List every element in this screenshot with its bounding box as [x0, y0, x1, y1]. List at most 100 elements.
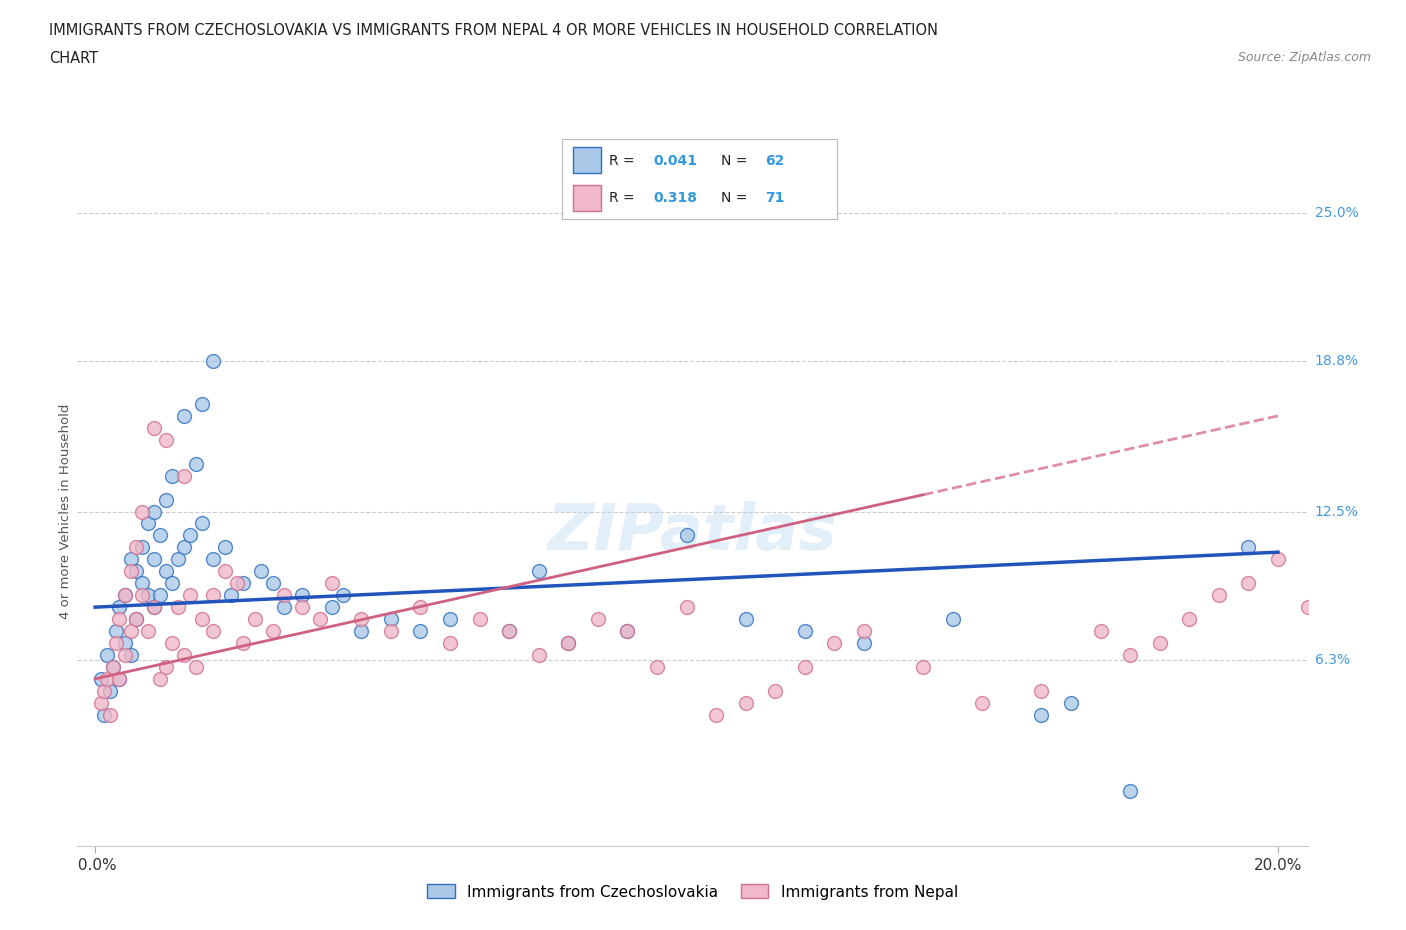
- Point: [1060, 696, 1083, 711]
- Point: [439, 635, 461, 650]
- Text: R =: R =: [609, 191, 638, 205]
- Point: [143, 600, 166, 615]
- Point: [616, 624, 638, 639]
- Point: [120, 624, 142, 639]
- Point: [104, 635, 127, 650]
- Point: [202, 353, 225, 368]
- Point: [120, 551, 142, 566]
- Point: [557, 635, 579, 650]
- Point: [1031, 708, 1053, 723]
- Point: [143, 420, 166, 435]
- Point: [160, 576, 183, 591]
- Point: [143, 551, 166, 566]
- Point: [1267, 551, 1289, 566]
- Point: [1119, 784, 1142, 799]
- Point: [155, 492, 177, 507]
- Point: [586, 612, 609, 627]
- Point: [190, 612, 212, 627]
- Point: [350, 624, 373, 639]
- Point: [190, 516, 212, 531]
- Bar: [574, 147, 600, 174]
- Point: [131, 576, 153, 591]
- Point: [291, 600, 314, 615]
- Point: [219, 588, 242, 603]
- Point: [262, 576, 284, 591]
- Point: [173, 540, 195, 555]
- Text: 0.318: 0.318: [652, 191, 697, 205]
- Point: [793, 624, 815, 639]
- Point: [202, 588, 225, 603]
- Point: [131, 540, 153, 555]
- Text: Source: ZipAtlas.com: Source: ZipAtlas.com: [1237, 51, 1371, 64]
- Point: [793, 659, 815, 674]
- Point: [98, 684, 121, 698]
- Point: [107, 671, 129, 686]
- Point: [439, 612, 461, 627]
- Point: [160, 635, 183, 650]
- Point: [136, 624, 159, 639]
- Point: [942, 612, 965, 627]
- Point: [149, 588, 172, 603]
- Point: [179, 588, 201, 603]
- Point: [704, 708, 727, 723]
- Text: 6.3%: 6.3%: [1315, 653, 1350, 667]
- Point: [143, 504, 166, 519]
- Point: [120, 647, 142, 662]
- Point: [734, 696, 756, 711]
- Text: N =: N =: [721, 153, 752, 167]
- Point: [202, 551, 225, 566]
- Point: [262, 624, 284, 639]
- Point: [107, 671, 129, 686]
- Point: [125, 612, 148, 627]
- Point: [131, 588, 153, 603]
- Point: [149, 671, 172, 686]
- Point: [1326, 624, 1348, 639]
- Point: [179, 528, 201, 543]
- Point: [763, 684, 786, 698]
- Point: [1031, 684, 1053, 698]
- Point: [823, 635, 845, 650]
- Point: [107, 600, 129, 615]
- Point: [409, 624, 432, 639]
- Text: N =: N =: [721, 191, 752, 205]
- Point: [114, 635, 136, 650]
- Point: [498, 624, 520, 639]
- Point: [1237, 576, 1260, 591]
- Point: [214, 564, 236, 578]
- Point: [107, 612, 129, 627]
- Point: [155, 564, 177, 578]
- Point: [350, 612, 373, 627]
- Text: 71: 71: [765, 191, 785, 205]
- Point: [1119, 647, 1142, 662]
- Text: R =: R =: [609, 153, 638, 167]
- Point: [308, 612, 330, 627]
- Point: [1208, 588, 1230, 603]
- Point: [1178, 612, 1201, 627]
- Point: [852, 624, 875, 639]
- Point: [167, 600, 190, 615]
- Point: [173, 468, 195, 483]
- Point: [1237, 540, 1260, 555]
- Point: [101, 659, 124, 674]
- Point: [291, 588, 314, 603]
- Point: [616, 624, 638, 639]
- Point: [232, 576, 254, 591]
- Point: [409, 600, 432, 615]
- Point: [125, 540, 148, 555]
- Point: [136, 516, 159, 531]
- Point: [498, 624, 520, 639]
- Point: [214, 540, 236, 555]
- Point: [155, 432, 177, 447]
- Point: [184, 457, 207, 472]
- Point: [98, 708, 121, 723]
- Point: [125, 612, 148, 627]
- Point: [321, 576, 343, 591]
- Point: [136, 588, 159, 603]
- Point: [1296, 600, 1319, 615]
- Point: [468, 612, 491, 627]
- Point: [173, 408, 195, 423]
- Point: [114, 588, 136, 603]
- Point: [1355, 659, 1378, 674]
- Point: [852, 635, 875, 650]
- Point: [912, 659, 935, 674]
